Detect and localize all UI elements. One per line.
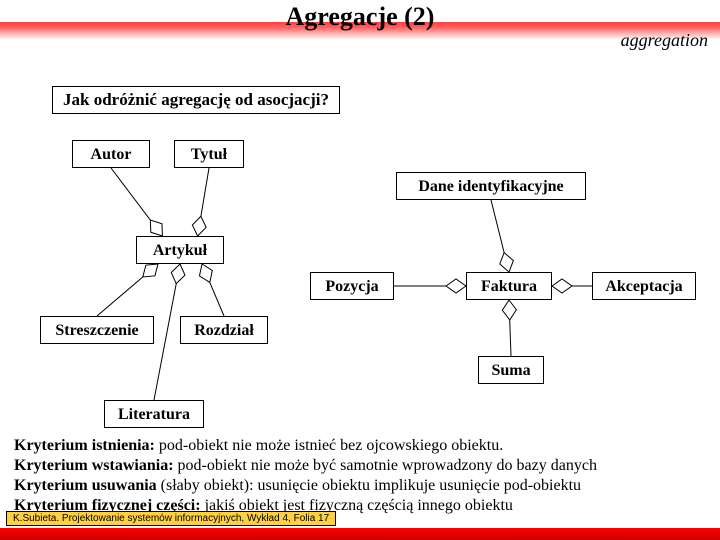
page-title: Agregacje (2) <box>0 2 720 32</box>
criteria-block: Kryterium istnienia: pod-obiekt nie może… <box>14 436 597 516</box>
subtitle-english: aggregation <box>621 30 708 51</box>
node-autor: Autor <box>72 140 150 168</box>
node-literatura: Literatura <box>104 400 204 428</box>
node-streszczenie: Streszczenie <box>40 316 154 344</box>
node-pozycja: Pozycja <box>310 272 394 300</box>
footer-red-bar <box>0 528 720 540</box>
criteria-line: Kryterium istnienia: pod-obiekt nie może… <box>14 436 597 456</box>
footer-citation: K.Subieta. Projektowanie systemów inform… <box>6 511 336 526</box>
node-artykul: Artykuł <box>136 236 224 264</box>
node-faktura: Faktura <box>466 272 552 300</box>
criteria-line: Kryterium wstawiania: pod-obiekt nie moż… <box>14 456 597 476</box>
node-dane: Dane identyfikacyjne <box>396 172 586 200</box>
node-rozdzial: Rozdział <box>180 316 268 344</box>
node-tytul: Tytuł <box>174 140 244 168</box>
question-box: Jak odróżnić agregację od asocjacji? <box>52 86 340 114</box>
node-suma: Suma <box>478 356 544 384</box>
criteria-line: Kryterium usuwania (słaby obiekt): usuni… <box>14 476 597 496</box>
node-akceptacja: Akceptacja <box>592 272 696 300</box>
